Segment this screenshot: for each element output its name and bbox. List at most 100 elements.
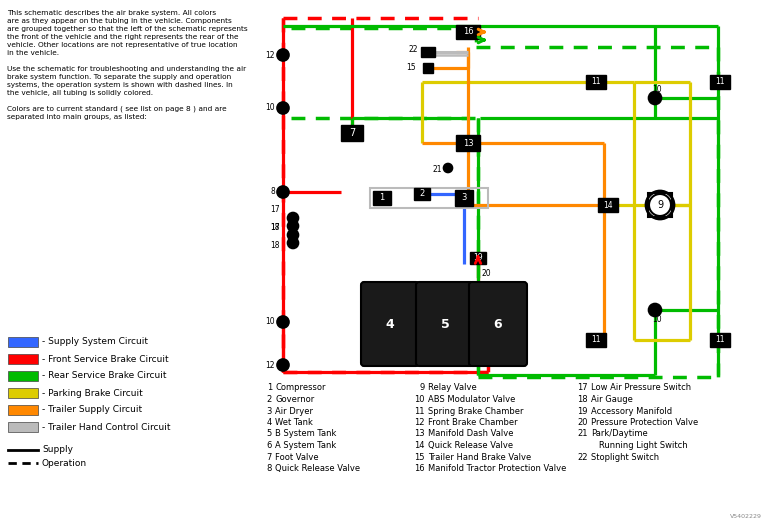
Text: Trailer Hand Brake Valve: Trailer Hand Brake Valve: [428, 452, 531, 461]
Circle shape: [648, 92, 661, 105]
Text: 5: 5: [441, 319, 449, 331]
Text: 10: 10: [266, 318, 275, 327]
Bar: [456, 135, 480, 151]
Text: 16: 16: [415, 464, 425, 473]
Text: 8: 8: [270, 187, 275, 197]
Text: 13: 13: [462, 138, 473, 147]
Text: 5: 5: [266, 430, 272, 439]
Text: Park/Daytime: Park/Daytime: [591, 430, 647, 439]
Text: 3: 3: [266, 407, 272, 416]
Text: 8: 8: [266, 464, 272, 473]
Circle shape: [646, 191, 674, 219]
FancyBboxPatch shape: [416, 282, 474, 366]
Text: Relay Valve: Relay Valve: [428, 383, 477, 392]
Text: 18: 18: [270, 240, 280, 249]
Bar: [586, 333, 606, 347]
Text: - Rear Service Brake Circuit: - Rear Service Brake Circuit: [42, 371, 167, 380]
Circle shape: [287, 213, 299, 224]
Text: Quick Release Valve: Quick Release Valve: [275, 464, 360, 473]
Circle shape: [277, 102, 289, 114]
Text: 17: 17: [270, 222, 280, 231]
Text: - Trailer Supply Circuit: - Trailer Supply Circuit: [42, 406, 142, 414]
Text: 14: 14: [603, 200, 613, 209]
Text: 10: 10: [415, 395, 425, 404]
Text: 12: 12: [415, 418, 425, 427]
Text: 11: 11: [591, 336, 601, 345]
Text: 11: 11: [715, 77, 725, 86]
Bar: [648, 193, 672, 217]
Text: Operation: Operation: [42, 459, 87, 468]
Text: 7: 7: [349, 128, 355, 138]
Text: 18: 18: [578, 395, 588, 404]
Circle shape: [443, 164, 452, 173]
Text: Front Brake Chamber: Front Brake Chamber: [428, 418, 518, 427]
Text: Running Light Switch: Running Light Switch: [591, 441, 687, 450]
Bar: [8, 354, 38, 364]
Text: Low Air Pressure Switch: Low Air Pressure Switch: [591, 383, 691, 392]
Bar: [598, 198, 618, 212]
Text: 15: 15: [406, 64, 416, 73]
Text: Stoplight Switch: Stoplight Switch: [591, 452, 659, 461]
Text: 6: 6: [494, 319, 502, 331]
Circle shape: [287, 238, 299, 248]
Bar: [586, 75, 606, 89]
Text: 21: 21: [432, 166, 442, 175]
Bar: [8, 371, 38, 381]
Text: 12: 12: [266, 50, 275, 59]
Text: 22: 22: [578, 452, 588, 461]
Text: - Parking Brake Circuit: - Parking Brake Circuit: [42, 389, 143, 398]
Bar: [414, 188, 430, 200]
Circle shape: [287, 220, 299, 231]
Bar: [710, 75, 730, 89]
Text: 20: 20: [578, 418, 588, 427]
Text: 10: 10: [652, 85, 662, 94]
Text: A System Tank: A System Tank: [275, 441, 336, 450]
Text: 3: 3: [462, 194, 467, 203]
Text: 15: 15: [415, 452, 425, 461]
Bar: [455, 190, 473, 206]
Text: 7: 7: [266, 452, 272, 461]
Text: Manifold Dash Valve: Manifold Dash Valve: [428, 430, 514, 439]
Text: 11: 11: [415, 407, 425, 416]
Bar: [8, 422, 38, 432]
Text: - Supply System Circuit: - Supply System Circuit: [42, 338, 148, 347]
Bar: [8, 337, 38, 347]
Text: Air Gauge: Air Gauge: [591, 395, 633, 404]
Circle shape: [277, 49, 289, 61]
Text: 1: 1: [379, 194, 385, 203]
Circle shape: [277, 186, 289, 198]
Text: 17: 17: [578, 383, 588, 392]
Text: 9: 9: [657, 200, 663, 210]
Text: 13: 13: [415, 430, 425, 439]
Bar: [423, 63, 433, 73]
Text: 9: 9: [420, 383, 425, 392]
Text: 6: 6: [266, 441, 272, 450]
Text: Quick Release Valve: Quick Release Valve: [428, 441, 513, 450]
Circle shape: [649, 194, 671, 216]
Circle shape: [648, 304, 661, 317]
Text: 18: 18: [270, 224, 280, 232]
Text: 22: 22: [409, 45, 418, 54]
Text: 21: 21: [578, 430, 588, 439]
Text: 17: 17: [270, 206, 280, 215]
Text: 10: 10: [652, 315, 662, 323]
Text: B System Tank: B System Tank: [275, 430, 336, 439]
Text: Spring Brake Chamber: Spring Brake Chamber: [428, 407, 524, 416]
Bar: [456, 25, 480, 39]
Text: 4: 4: [266, 418, 272, 427]
Bar: [8, 405, 38, 415]
Text: Air Dryer: Air Dryer: [275, 407, 313, 416]
Text: 16: 16: [462, 27, 473, 36]
Bar: [370, 188, 488, 208]
Text: 20: 20: [482, 268, 492, 278]
Text: 14: 14: [415, 441, 425, 450]
Text: ABS Modulator Valve: ABS Modulator Valve: [428, 395, 515, 404]
Text: 10: 10: [266, 104, 275, 113]
Text: 19: 19: [473, 254, 483, 262]
Text: 2: 2: [266, 395, 272, 404]
Circle shape: [287, 229, 299, 240]
Text: Governor: Governor: [275, 395, 314, 404]
FancyBboxPatch shape: [469, 282, 527, 366]
Text: 19: 19: [578, 407, 588, 416]
Text: Supply: Supply: [42, 446, 73, 454]
